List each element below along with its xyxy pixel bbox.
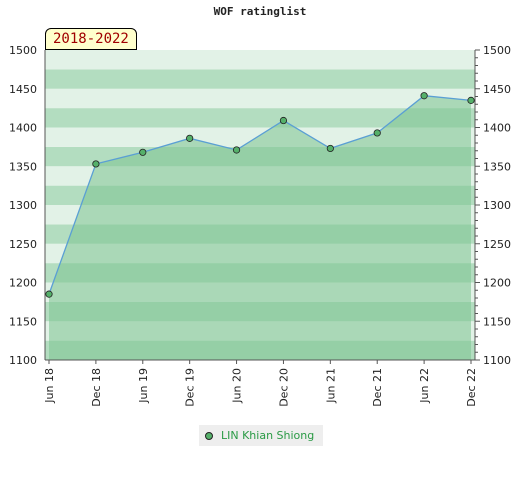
y-tick-label-left: 1200 <box>9 277 37 290</box>
y-tick-label-left: 1250 <box>9 238 37 251</box>
x-tick-label: Dec 18 <box>90 368 103 407</box>
series-line <box>48 95 472 295</box>
series-area <box>49 95 471 360</box>
x-tick-label: Dec 21 <box>371 368 384 407</box>
y-tick-label-right: 1300 <box>483 199 511 212</box>
data-point <box>279 116 288 125</box>
y-tick-label-right: 1150 <box>483 315 511 328</box>
y-tick-label-right: 1250 <box>483 238 511 251</box>
x-tick-label: Jun 18 <box>43 368 56 404</box>
background-band <box>45 69 475 89</box>
y-tick-label-right: 1100 <box>483 354 511 367</box>
y-tick-label-right: 1500 <box>483 44 511 57</box>
area-layer <box>49 95 471 360</box>
background-band <box>45 88 475 109</box>
y-tick-label-left: 1450 <box>9 83 37 96</box>
data-point <box>186 134 194 142</box>
y-tick-label-left: 1350 <box>9 160 37 173</box>
y-tick-label-right: 1400 <box>483 122 511 135</box>
x-tick-label: Jun 19 <box>137 368 150 404</box>
y-tick-label-left: 1150 <box>9 315 37 328</box>
y-tick-label-right: 1200 <box>483 277 511 290</box>
y-tick-label-left: 1100 <box>9 354 37 367</box>
data-point <box>45 290 53 298</box>
data-point <box>92 160 100 168</box>
y-tick-label-left: 1300 <box>9 199 37 212</box>
markers <box>45 92 475 298</box>
data-point <box>467 96 475 104</box>
legend-label: LIN Khian Shiong <box>221 429 315 442</box>
data-point <box>373 129 381 137</box>
background-band <box>45 108 475 128</box>
data-point <box>326 144 334 153</box>
data-point <box>139 148 147 156</box>
data-point <box>232 146 241 154</box>
line-layer <box>48 95 472 295</box>
axes <box>44 49 480 364</box>
y-tick-label-right: 1450 <box>483 83 511 96</box>
x-tick-label: Jun 22 <box>418 368 431 404</box>
y-tick-label-right: 1350 <box>483 160 511 173</box>
x-tick-label: Jun 20 <box>231 368 244 404</box>
data-point <box>420 92 428 100</box>
legend-marker-icon <box>205 431 213 440</box>
background-band <box>45 50 475 70</box>
y-tick-label-left: 1500 <box>9 44 37 57</box>
x-tick-label: Dec 19 <box>184 368 197 407</box>
tick-labels: 1100 1100 1150 1150 1200 1200 1250 1250 1300 1300… <box>9 44 511 407</box>
x-tick-label: Jun 21 <box>324 368 337 404</box>
x-tick-label: Dec 20 <box>277 368 290 407</box>
y-tick-label-left: 1400 <box>9 122 37 135</box>
legend[interactable]: LIN Khian Shiong <box>199 425 323 446</box>
chart-title: WOF ratinglist <box>213 5 307 18</box>
date-range-badge: 2018-2022 <box>45 28 137 50</box>
x-tick-label: Dec 22 <box>465 368 478 407</box>
